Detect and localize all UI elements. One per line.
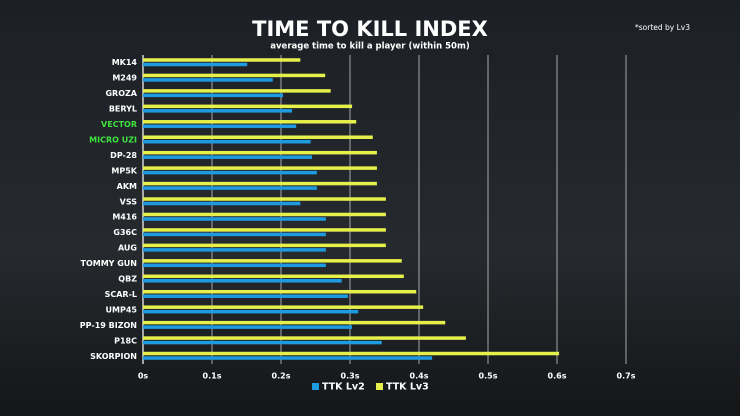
bar (143, 336, 466, 340)
chart-title: TIME TO KILL INDEX (252, 17, 488, 41)
bar (143, 351, 560, 356)
y-tick-label: M249 (112, 74, 137, 83)
y-tick-label: G36C (113, 228, 137, 237)
x-tick-label: 0.4s (410, 372, 429, 381)
bar (143, 93, 284, 98)
y-tick-label: TOMMY GUN (80, 259, 137, 268)
y-tick-label: PP-19 BIZON (80, 321, 137, 330)
bar (143, 309, 359, 314)
bar (143, 228, 386, 232)
bar (143, 186, 317, 190)
y-tick-label: VSS (120, 197, 138, 206)
x-tick-label: 0.2s (272, 372, 291, 381)
bar (143, 124, 297, 129)
y-tick-label: AKM (117, 182, 137, 191)
bar (143, 217, 326, 221)
note: *sorted by Lv3 (635, 23, 690, 32)
bar (143, 150, 377, 155)
y-tick-label: GROZA (105, 89, 137, 98)
bar (143, 73, 326, 78)
bar (143, 212, 386, 217)
bar (143, 232, 326, 237)
x-tick-label: 0.3s (341, 372, 360, 381)
x-tick-label: 0.1s (203, 372, 222, 381)
y-tick-label: BERYL (109, 105, 137, 114)
bar (143, 166, 377, 170)
bar (143, 248, 326, 252)
y-tick-label: M416 (112, 213, 137, 222)
y-tick-label: P18C (114, 336, 137, 345)
bar (143, 263, 326, 268)
x-tick-label: 0.7s (617, 372, 636, 381)
bar (143, 294, 348, 298)
bar (143, 243, 386, 248)
bar (143, 279, 342, 283)
bar (143, 259, 402, 263)
bar (143, 170, 317, 175)
y-tick-label: UMP45 (106, 305, 138, 314)
bar (143, 181, 377, 186)
bar (143, 139, 311, 144)
bar (143, 58, 301, 62)
bar (143, 201, 301, 206)
y-tick-label: SCAR-L (105, 290, 137, 299)
bar (143, 197, 386, 201)
bar (143, 104, 353, 109)
x-tick-label: 0s (138, 372, 149, 381)
bar (143, 109, 293, 113)
legend-label: TTK Lv3 (386, 382, 429, 393)
y-tick-label: DP-28 (110, 151, 137, 160)
y-tick-label: MP5K (111, 166, 137, 175)
bar (143, 89, 331, 93)
y-tick-label: SKORPION (90, 352, 137, 361)
x-tick-label: 0.6s (548, 372, 567, 381)
y-tick-label: MK14 (112, 58, 138, 67)
bar (143, 356, 433, 360)
legend-swatch (312, 383, 319, 390)
chart-subtitle: average time to kill a player (within 50… (270, 42, 470, 52)
legend-swatch (376, 383, 383, 390)
legend-label: TTK Lv2 (322, 382, 365, 393)
bar (143, 274, 404, 279)
y-tick-label: AUG (118, 244, 137, 253)
bar (143, 340, 382, 345)
y-tick-label: VECTOR (101, 120, 137, 129)
bar (143, 78, 273, 82)
y-tick-label: QBZ (118, 275, 137, 284)
bar (143, 289, 417, 294)
bar (143, 135, 373, 139)
x-tick-label: 0.5s (479, 372, 498, 381)
bar (143, 325, 353, 329)
bar (143, 62, 248, 67)
bar (143, 305, 424, 309)
bar (143, 120, 357, 124)
y-tick-label: MICRO UZI (89, 135, 137, 144)
bar (143, 155, 313, 159)
bar (143, 320, 446, 325)
